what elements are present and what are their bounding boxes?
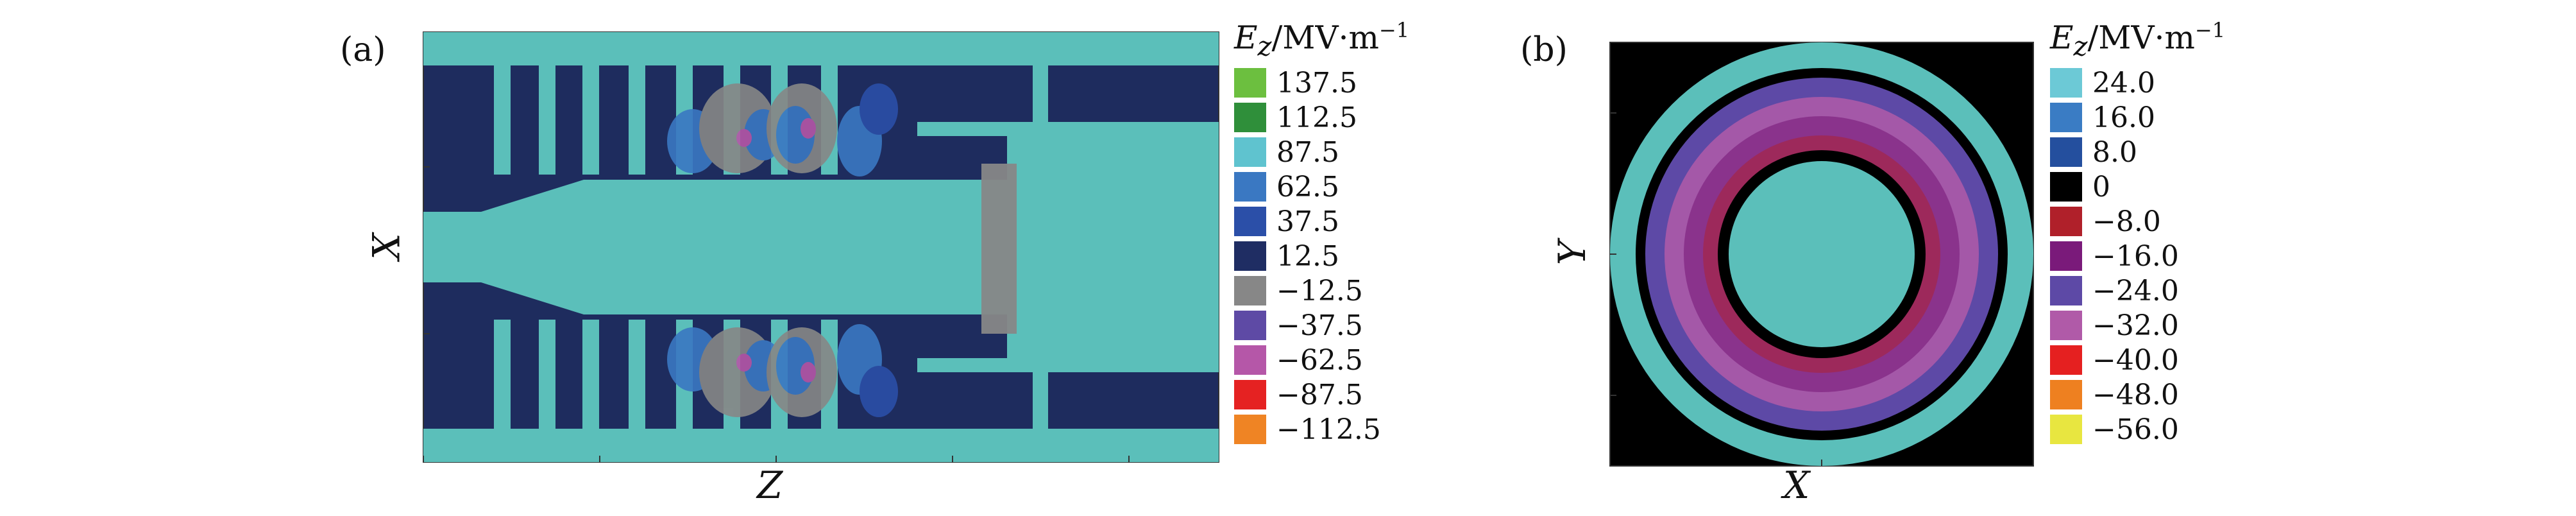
- legend-swatch: [2050, 68, 2082, 98]
- legend-swatch: [1234, 103, 1266, 132]
- legend-swatch: [1234, 207, 1266, 236]
- legend-item: −32.0: [2050, 308, 2179, 343]
- legend-swatch: [1234, 241, 1266, 271]
- panel-a-legend-title: Ez/MV·m−1: [1234, 18, 1409, 62]
- legend-item: 137.5: [1234, 65, 1381, 100]
- panel-b-ticks: [1610, 112, 1822, 466]
- legend-value: −16.0: [2092, 239, 2179, 273]
- legend-item: 37.5: [1234, 204, 1381, 239]
- panel-a-gray-tip: [981, 164, 1017, 334]
- legend-swatch: [2050, 311, 2082, 340]
- legend-swatch: [2050, 380, 2082, 409]
- legend-item: 16.0: [2050, 100, 2179, 135]
- legend-value: −62.5: [1276, 343, 1363, 377]
- panel-b-ylabel: Y: [1550, 240, 1595, 266]
- legend-swatch: [2050, 276, 2082, 305]
- legend-swatch: [1234, 137, 1266, 167]
- legend-swatch: [1234, 345, 1266, 375]
- panel-b-legend-title: Ez/MV·m−1: [2050, 18, 2225, 62]
- legend-a-symbol: E: [1234, 19, 1258, 56]
- panel-a-center-conductor: [423, 135, 1219, 359]
- legend-value: 37.5: [1276, 205, 1339, 238]
- panel-a-bottom-wall: [423, 429, 1219, 462]
- panel-a-ylabel: X: [364, 233, 409, 260]
- panel-a-label: (a): [340, 31, 386, 69]
- legend-swatch: [2050, 172, 2082, 202]
- legend-swatch: [2050, 137, 2082, 167]
- panel-a-field-map: [423, 31, 1219, 463]
- legend-item: 62.5: [1234, 169, 1381, 204]
- panel-a-legend: 137.5 112.5 87.5 62.5 37.5 12.5 −12.5 −37.5 −62.…: [1234, 65, 1381, 447]
- legend-value: 24.0: [2092, 66, 2155, 99]
- legend-value: −37.5: [1276, 309, 1363, 342]
- legend-swatch: [1234, 68, 1266, 98]
- legend-item: −37.5: [1234, 308, 1381, 343]
- legend-swatch: [1234, 380, 1266, 409]
- legend-item: 24.0: [2050, 65, 2179, 100]
- panel-b-legend: 24.0 16.0 8.0 0 −8.0 −16.0 −24.0 −32.0 −40.0 −48.…: [2050, 65, 2179, 447]
- legend-a-unit: /MV·m: [1271, 19, 1379, 56]
- legend-value: −8.0: [2092, 205, 2161, 238]
- legend-item: −12.5: [1234, 273, 1381, 308]
- legend-swatch: [2050, 103, 2082, 132]
- legend-swatch: [1234, 415, 1266, 444]
- legend-value: −112.5: [1276, 413, 1381, 446]
- legend-value: −48.0: [2092, 378, 2179, 411]
- legend-value: −56.0: [2092, 413, 2179, 446]
- legend-item: −40.0: [2050, 343, 2179, 377]
- panel-a-xlabel: Z: [757, 463, 783, 507]
- legend-swatch: [2050, 345, 2082, 375]
- legend-swatch: [1234, 311, 1266, 340]
- legend-value: −40.0: [2092, 343, 2179, 377]
- legend-item: −24.0: [2050, 273, 2179, 308]
- panel-b-field-map: [1609, 42, 2034, 467]
- panel-a-top-wall: [423, 32, 1219, 65]
- legend-swatch: [2050, 207, 2082, 236]
- legend-b-exponent: −1: [2194, 18, 2226, 42]
- panel-b-label: (b): [1520, 31, 1568, 69]
- legend-item: 0: [2050, 169, 2179, 204]
- legend-value: −32.0: [2092, 309, 2179, 342]
- panel-b-xlabel: X: [1783, 463, 1810, 507]
- panel-a-ticks: [423, 166, 1130, 462]
- legend-item: −56.0: [2050, 412, 2179, 447]
- legend-item: −48.0: [2050, 377, 2179, 412]
- legend-item: −8.0: [2050, 204, 2179, 239]
- legend-item: −87.5: [1234, 377, 1381, 412]
- legend-item: −112.5: [1234, 412, 1381, 447]
- legend-value: 8.0: [2092, 135, 2137, 169]
- legend-swatch: [2050, 241, 2082, 271]
- legend-b-symbol: E: [2050, 19, 2074, 56]
- legend-value: −87.5: [1276, 378, 1363, 411]
- legend-item: 112.5: [1234, 100, 1381, 135]
- legend-value: 16.0: [2092, 101, 2155, 134]
- legend-value: 62.5: [1276, 170, 1339, 203]
- legend-value: −12.5: [1276, 274, 1363, 307]
- legend-item: −16.0: [2050, 239, 2179, 273]
- legend-value: 137.5: [1276, 66, 1357, 99]
- legend-value: 12.5: [1276, 239, 1339, 273]
- legend-a-subscript: z: [1257, 30, 1272, 62]
- legend-b-unit: /MV·m: [2087, 19, 2195, 56]
- legend-b-subscript: z: [2073, 30, 2088, 62]
- legend-swatch: [2050, 415, 2082, 444]
- legend-value: 87.5: [1276, 135, 1339, 169]
- panel-a-field-blobs-bottom: [667, 324, 898, 417]
- legend-swatch: [1234, 172, 1266, 202]
- legend-item: −62.5: [1234, 343, 1381, 377]
- panel-a-field-blobs-top: [667, 83, 898, 176]
- legend-a-exponent: −1: [1378, 18, 1410, 42]
- legend-item: 87.5: [1234, 135, 1381, 169]
- legend-value: 112.5: [1276, 101, 1357, 134]
- legend-value: 0: [2092, 170, 2110, 203]
- panel-b-inner-conductor: [1729, 161, 1915, 347]
- legend-swatch: [1234, 276, 1266, 305]
- legend-value: −24.0: [2092, 274, 2179, 307]
- legend-item: 12.5: [1234, 239, 1381, 273]
- legend-item: 8.0: [2050, 135, 2179, 169]
